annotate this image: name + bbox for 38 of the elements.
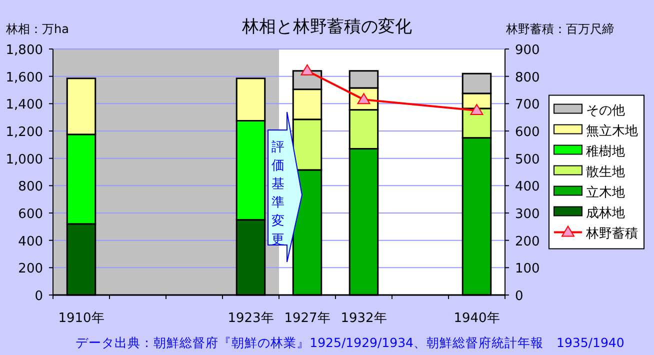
y2-tick-label: 200 (515, 234, 540, 250)
x-tick-label: 1927年 (284, 311, 330, 326)
x-tick-label: 1932年 (340, 311, 387, 326)
y2-tick-label: 700 (515, 98, 540, 113)
legend-label: 散生地 (586, 164, 625, 180)
y2-tick-label: 400 (515, 180, 540, 195)
y2-tick-label: 0 (515, 289, 524, 304)
y2-tick-label: 100 (515, 262, 540, 277)
point (300, 64, 314, 76)
legend-label: 無立木地 (586, 122, 638, 139)
y-tick-label: 400 (18, 234, 43, 250)
point (470, 104, 484, 115)
y-tick-label: 1,800 (6, 43, 43, 58)
y-tick-label: 1,400 (6, 98, 43, 113)
y-tick-label: 800 (18, 180, 43, 195)
legend-label: 立木地 (586, 184, 625, 200)
y-axis-title: 林相：万ha (5, 22, 69, 36)
y2-tick-label: 800 (515, 70, 540, 86)
y2-tick-label: 900 (515, 43, 540, 58)
y2-axis-title: 林野蓄積：百万尺締 (505, 22, 614, 36)
y-tick-label: 1,000 (6, 152, 43, 168)
y2-tick-label: 500 (515, 152, 540, 168)
y-tick-label: 1,600 (6, 70, 43, 86)
legend-label: 稚樹地 (586, 144, 625, 160)
y2-tick-label: 600 (515, 125, 540, 140)
y-tick-label: 200 (18, 262, 43, 277)
y-tick-label: 1,200 (6, 125, 43, 140)
y2-tick-label: 300 (515, 207, 540, 222)
legend-label: 林野蓄積 (585, 226, 638, 242)
y-tick-label: 600 (18, 207, 43, 222)
x-tick-label: 1910年 (58, 311, 104, 326)
text: データ出典：朝鮮総督府『朝鮮の林業』1925/1929/1934、朝鮮総督府統計年報 1935/1940 (76, 335, 624, 350)
x-tick-label: 1940年 (454, 311, 500, 326)
y-tick-label: 0 (34, 289, 43, 304)
legend-label: 成林地 (586, 206, 625, 221)
x-tick-label: 1923年 (228, 311, 274, 326)
legend-label: その他 (586, 103, 625, 118)
chart-title: 林相と林野蓄積の変化 (241, 17, 412, 37)
